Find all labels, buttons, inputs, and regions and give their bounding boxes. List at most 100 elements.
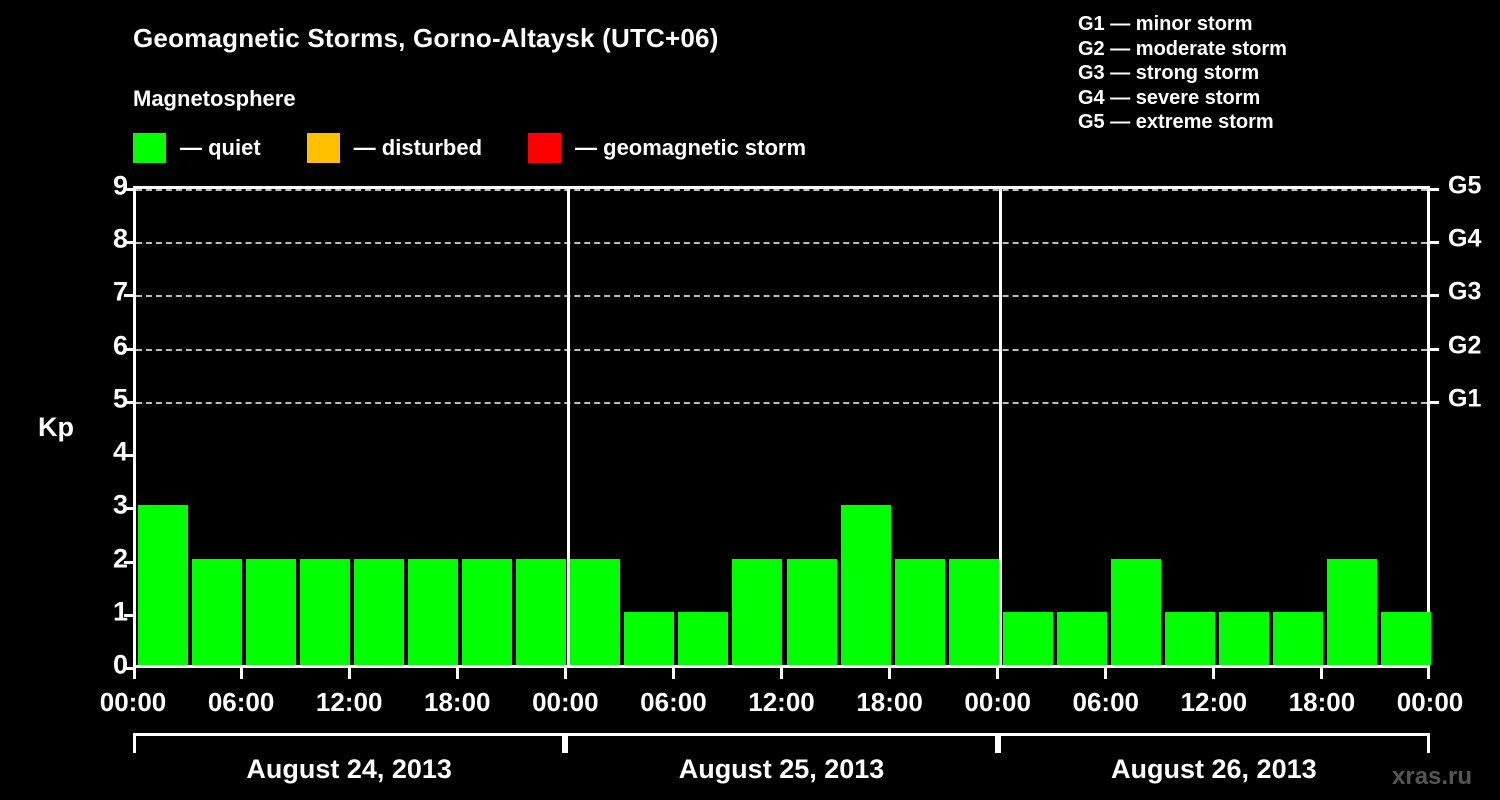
bar (300, 558, 351, 665)
g-axis-label: G1 (1448, 384, 1482, 413)
bar (1272, 611, 1323, 665)
day-separator (566, 189, 570, 665)
x-axis-tick (347, 668, 351, 679)
g-scale-row: G2 — moderate storm (1078, 37, 1287, 60)
watermark: xras.ru (1392, 763, 1473, 790)
y-axis-caption: Kp (38, 412, 74, 442)
red-square-icon (528, 133, 562, 163)
g-scale-row: G3 — strong storm (1078, 62, 1260, 84)
magnetosphere-heading: Magnetosphere (133, 86, 296, 111)
date-label: August 26, 2013 (1111, 754, 1317, 784)
y-axis-tick (124, 613, 135, 617)
bar (516, 558, 567, 665)
gridline (136, 295, 1427, 298)
g-axis-tick (1428, 188, 1439, 191)
bar (138, 505, 189, 665)
x-axis-tick (1104, 668, 1108, 679)
y-axis-tick (124, 188, 135, 191)
legend-item-label: — disturbed (353, 135, 483, 160)
plot-area (124, 186, 1439, 670)
bar (840, 505, 891, 665)
y-axis-label: 2 (112, 543, 128, 574)
x-axis-tick (1320, 668, 1324, 679)
date-labels: August 24, 2013 August 25, 2013 August 26,… (133, 754, 1430, 792)
x-axis-line (133, 665, 1430, 668)
x-axis-label: 18:00 (856, 687, 923, 717)
legend-item-label: — quiet (180, 135, 261, 160)
date-label: August 25, 2013 (678, 754, 885, 784)
y-axis-tick (124, 454, 135, 458)
x-axis-label: 12:00 (748, 687, 815, 717)
y-axis-label: 4 (112, 436, 128, 467)
x-axis-tick (888, 668, 892, 679)
gridline (136, 401, 1427, 404)
bar (1056, 611, 1107, 665)
y-axis-labels: 0 1 2 3 4 5 6 7 8 9 (88, 171, 128, 680)
x-axis-label: 06:00 (207, 687, 275, 717)
g-axis-label: G3 (1448, 277, 1482, 306)
x-axis-tick (239, 668, 243, 679)
x-axis-tick (133, 668, 136, 679)
x-axis-label: 18:00 (1288, 687, 1356, 717)
bar-series (136, 189, 1431, 665)
bar (786, 558, 837, 665)
bar (1380, 611, 1431, 665)
x-axis-ticks (133, 665, 1430, 679)
bar (570, 558, 621, 665)
gridline (136, 242, 1427, 245)
x-axis-tick (1427, 668, 1430, 679)
y-axis-tick (124, 400, 135, 404)
date-brackets (133, 733, 1430, 755)
y-axis-label: 8 (112, 223, 128, 254)
g-axis-label: G4 (1448, 224, 1482, 253)
x-axis-tick (1212, 668, 1216, 679)
day-separator (999, 189, 1003, 665)
date-label: August 24, 2013 (246, 754, 452, 784)
bar (624, 611, 675, 665)
bar (354, 558, 405, 665)
g-scale-row: G4 — severe storm (1078, 86, 1261, 109)
legend: — quiet — disturbed — geomagnetic storm (133, 133, 806, 163)
bar (246, 558, 297, 665)
bar (408, 558, 459, 665)
y-axis-label: 7 (112, 276, 128, 307)
x-axis-tick (780, 668, 783, 679)
plot-inner (124, 188, 1439, 670)
y-axis-tick (124, 560, 135, 564)
x-axis-tick (455, 668, 459, 679)
x-axis-label: 00:00 (532, 687, 599, 717)
bar (948, 558, 999, 665)
x-axis-label: 06:00 (1072, 687, 1140, 717)
x-axis-label: 00:00 (99, 687, 167, 717)
g-scale-row: G5 — extreme storm (1078, 111, 1274, 133)
bar (894, 558, 945, 665)
date-bracket (133, 733, 566, 753)
page-title: Geomagnetic Storms, Gorno-Altaysk (UTC+0… (133, 23, 719, 53)
g-axis-tick (1428, 400, 1439, 404)
y-axis-tick (124, 667, 135, 670)
y-axis-tick (124, 294, 135, 298)
g-axis-labels: G1 G2 G3 G4 G5 (1448, 172, 1500, 665)
g-axis-tick (1428, 294, 1439, 298)
x-axis-label: 00:00 (1396, 687, 1464, 717)
y-axis-label: 0 (112, 649, 128, 680)
bar (462, 558, 513, 665)
y-axis-tick (124, 241, 135, 245)
date-bracket (565, 733, 998, 753)
y-axis-label: 6 (112, 330, 128, 361)
g-scale-row: G1 — minor storm (1078, 13, 1253, 35)
g-scale-legend: G1 — minor storm G2 — moderate storm G3 — … (1078, 12, 1287, 135)
x-axis-label: 12:00 (315, 687, 383, 717)
gridline (136, 348, 1427, 351)
bar (1164, 611, 1215, 665)
bar (732, 558, 783, 665)
gridline (136, 189, 1427, 191)
g-axis-label: G5 (1448, 171, 1482, 200)
y-axis-tick (124, 507, 135, 511)
g-axis-tick (1428, 241, 1439, 245)
bar (1326, 558, 1377, 665)
bar (1218, 611, 1269, 665)
date-bracket (997, 733, 1430, 753)
y-axis-label: 5 (112, 383, 128, 414)
